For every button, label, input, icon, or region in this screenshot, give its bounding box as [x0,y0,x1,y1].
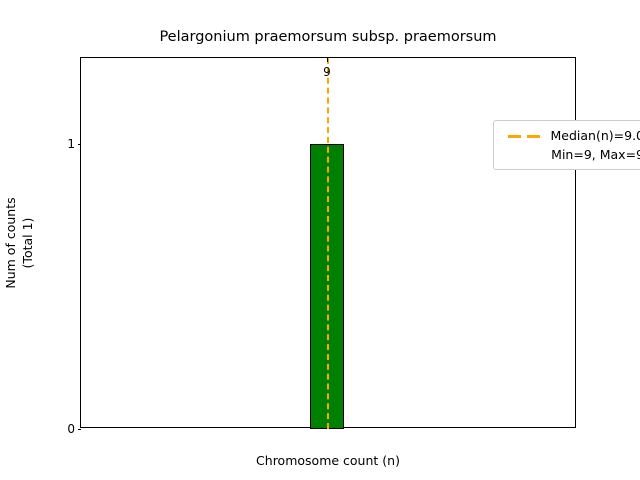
legend-sample-empty [508,149,542,161]
legend-entry-minmax: Min=9, Max=9 [502,145,640,164]
y-tick-label: 0 [67,422,75,436]
x-tick-mark [327,58,328,62]
legend-label-minmax: Min=9, Max=9 [551,147,640,162]
y-axis-label-wrap: Num of counts (Total 1) [0,57,40,428]
y-axis-label-line1: Num of counts [3,196,19,289]
plot-area: 0 1 9 Median(n)=9.0 Min= [67,57,640,436]
legend-label-median: Median(n)=9.0 [550,128,640,143]
x-axis-label: Chromosome count (n) [256,453,400,468]
dashed-line-icon [507,130,542,142]
x-tick-label: 9 [323,65,331,79]
y-axis-label: Num of counts (Total 1) [3,197,37,288]
y-tick-mark [77,144,81,145]
median-line [327,58,329,429]
legend-entry-median: Median(n)=9.0 [502,126,640,145]
y-tick-mark [77,429,81,430]
chart-legend: Median(n)=9.0 Min=9, Max=9 [493,120,640,170]
y-tick-label: 1 [67,137,75,151]
chart-title: Pelargonium praemorsum subsp. praemorsum [159,29,497,45]
y-axis-label-line2: (Total 1) [20,217,35,268]
